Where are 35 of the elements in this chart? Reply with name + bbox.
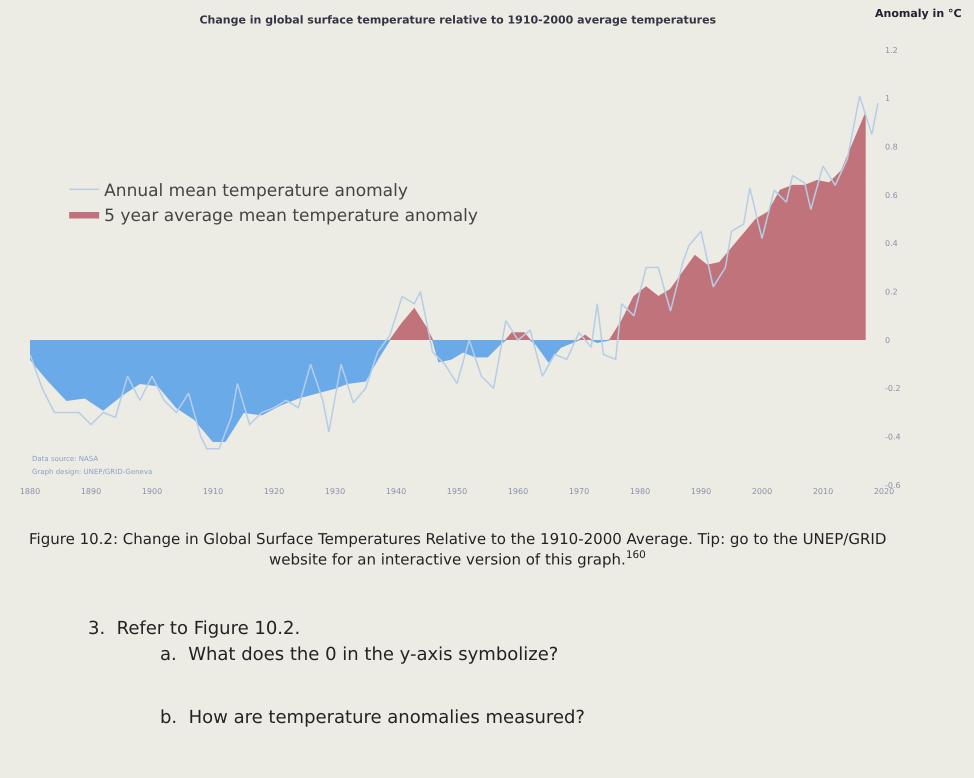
y-tick-label: 0.8	[885, 142, 898, 152]
x-tick-label: 1930	[324, 487, 346, 496]
x-tick-label: 1990	[690, 487, 712, 496]
y-tick-label: 0	[885, 336, 890, 345]
x-tick-label: 1980	[630, 487, 650, 496]
x-tick-label: 1880	[20, 487, 40, 496]
x-tick-label: 1970	[568, 487, 590, 496]
x-tick-label: 1900	[142, 487, 162, 496]
x-tick-label: 2000	[752, 487, 772, 496]
line-series	[30, 95, 879, 450]
chart-title: Change in global surface temperature relative to 1910-2000 average temperatures	[199, 13, 717, 26]
y-tick-label: 1.2	[885, 46, 898, 55]
legend-label: 5 year average mean temperature anomaly	[104, 206, 478, 226]
legend-label: Annual mean temperature anomaly	[104, 180, 408, 201]
y-tick-label: -0.4	[885, 432, 901, 442]
x-tick-label: 1890	[80, 487, 102, 496]
y-tick-label: 0.6	[885, 190, 898, 200]
y-tick-label: 1	[885, 94, 890, 104]
x-tick-label: 1950	[446, 487, 468, 496]
y-tick-label: -0.6	[885, 480, 901, 490]
x-tick-label: 1940	[386, 487, 406, 496]
y-axis-title: Anomaly in °C	[875, 7, 962, 20]
text: website for an interactive version of this graph.$^{160}$	[269, 549, 646, 568]
x-tick-label: 2010	[812, 487, 834, 496]
x-tick-label: 2020	[874, 487, 894, 496]
y-tick-label: 0.2	[885, 287, 898, 296]
caption: Figure 10.2: Change in Global Surface Temperatures Relative to the 1910-2000 Average. Tip: go to the UNEP/GRID	[29, 530, 886, 548]
y-tick-label: -0.2	[885, 384, 901, 394]
text: a. What does the 0 in the y-axis symbolize?	[160, 644, 558, 665]
y-tick-label: 0.4	[885, 239, 898, 248]
text: b. How are temperature anomalies measured?	[160, 707, 585, 728]
text: 3. Refer to Figure 10.2.	[88, 618, 300, 639]
x-tick-label: 1920	[264, 487, 284, 496]
x-tick-label: 1910	[202, 487, 224, 496]
x-tick-label: 1960	[508, 487, 528, 496]
